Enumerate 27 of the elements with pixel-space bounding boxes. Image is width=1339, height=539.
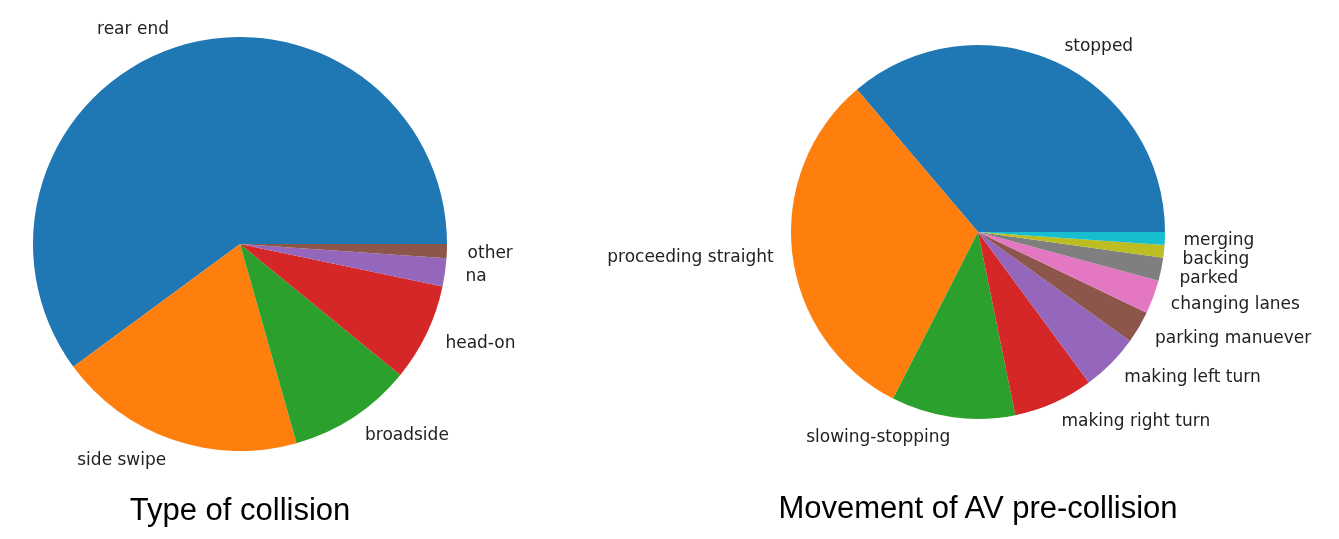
slice-label: other <box>467 241 513 262</box>
slice-label: parked <box>1179 267 1239 288</box>
pie-slice <box>791 89 978 399</box>
pie-slice <box>978 232 1147 341</box>
pie-slice <box>893 232 1016 419</box>
slice-label: parking manuever <box>1155 326 1312 347</box>
text: Type of collision <box>129 492 351 527</box>
pie-slice <box>978 232 1164 281</box>
slice-label: merging <box>1183 229 1255 250</box>
pie-slice <box>240 244 447 287</box>
text: Movement of AV pre-collision <box>778 490 1178 525</box>
slice-label: broadside <box>365 424 449 445</box>
slice-label: rear end <box>97 17 169 38</box>
pie-slice <box>240 244 443 375</box>
slice-label: making left turn <box>1124 366 1261 387</box>
pie-slice <box>33 37 447 367</box>
slice-label: backing <box>1182 248 1250 269</box>
slice-label: proceeding straight <box>607 245 775 266</box>
pie-slice <box>73 244 297 451</box>
slice-label: head-on <box>445 332 516 353</box>
slice-label: na <box>465 265 487 286</box>
slice-label: stopped <box>1064 35 1134 56</box>
slice-label: slowing-stopping <box>806 425 951 446</box>
slice-label: side swipe <box>77 449 167 470</box>
pie-slice <box>978 232 1159 313</box>
slice-label: changing lanes <box>1170 293 1301 314</box>
slice-label: making right turn <box>1061 409 1211 430</box>
